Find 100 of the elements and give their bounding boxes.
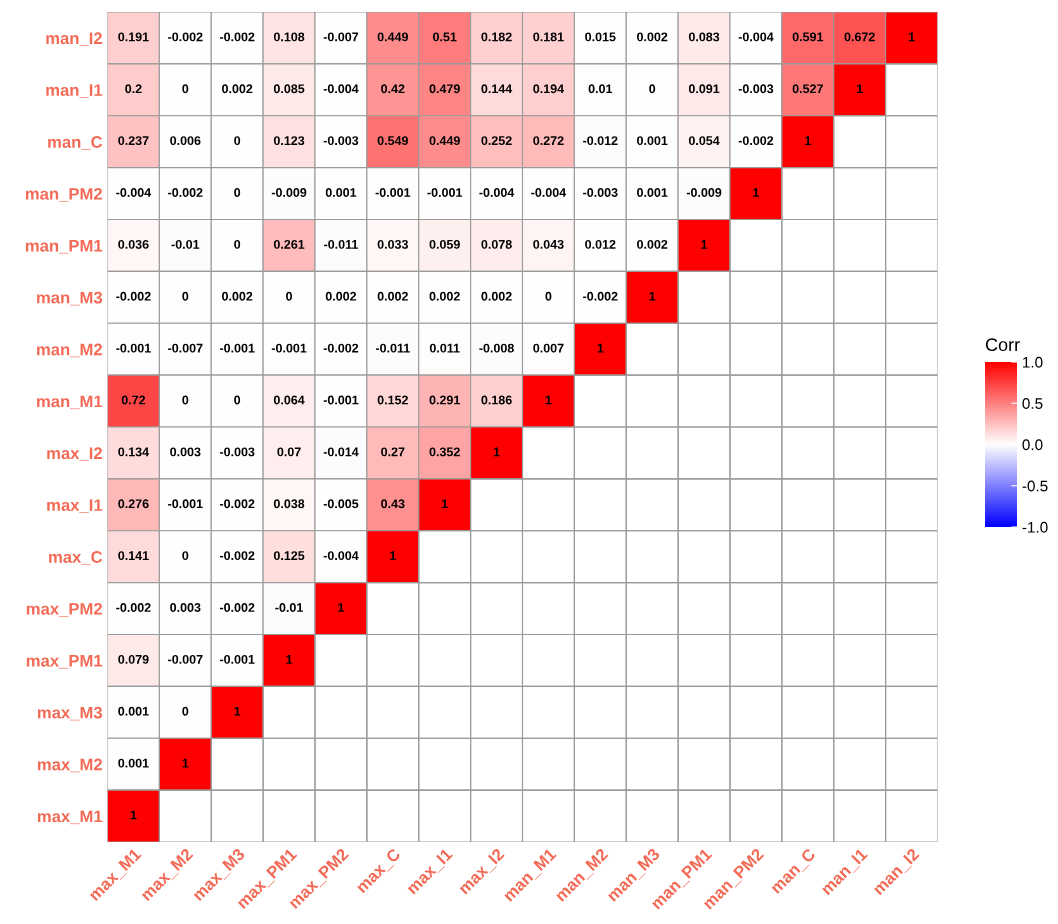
data-label: 0.015 (585, 32, 616, 42)
data-label: 0 (234, 239, 241, 249)
data-label: 0.001 (118, 706, 149, 716)
data-label: 0 (182, 84, 189, 94)
data-label: -0.005 (323, 499, 359, 509)
data-label: -0.003 (583, 188, 618, 197)
data-label: 0.064 (273, 395, 305, 405)
data-label: 0 (234, 395, 241, 405)
data-label: 0.134 (118, 447, 150, 457)
color-bar-label: 0.0 (1022, 439, 1043, 451)
color-bar-label: 0.5 (1022, 398, 1043, 409)
y-tick-label: max_M1 (37, 810, 103, 825)
data-label: -0.002 (219, 551, 255, 561)
data-label: 0.2 (125, 84, 142, 94)
data-label: 0.011 (429, 343, 460, 353)
data-label: 0.003 (170, 603, 201, 612)
y-tick-label: man_PM1 (25, 240, 103, 254)
data-label: -0.008 (479, 343, 514, 353)
data-label: 0.186 (481, 395, 512, 405)
data-label: -0.002 (738, 136, 774, 146)
data-label: 0 (182, 551, 189, 561)
data-label: -0.004 (323, 551, 359, 561)
data-label: -0.002 (583, 291, 618, 301)
data-label: -0.009 (271, 188, 307, 197)
data-label: -0.014 (323, 447, 359, 457)
y-tick-label: max_M2 (37, 758, 102, 773)
data-label: -0.002 (116, 291, 151, 301)
data-label: 1 (597, 343, 604, 353)
data-label: 0.672 (844, 32, 875, 42)
y-tick-label: max_PM2 (26, 602, 102, 617)
data-label: 1 (442, 499, 448, 509)
data-label: -0.001 (375, 188, 411, 197)
data-label: 1 (908, 32, 915, 42)
data-label: -0.002 (219, 32, 255, 42)
color-bar-label: -1.0 (1022, 521, 1048, 533)
data-label: 0.043 (533, 239, 564, 249)
data-label: 0.091 (688, 84, 720, 94)
data-label: -0.002 (219, 603, 255, 612)
data-label: -0.009 (686, 188, 722, 197)
data-label: -0.001 (427, 188, 463, 197)
data-label: 0.033 (377, 239, 408, 249)
data-label: 1 (234, 706, 241, 716)
y-tick-label: max_C (49, 551, 103, 565)
data-label: -0.001 (219, 343, 255, 353)
data-label: 0.001 (637, 188, 668, 197)
data-label: 0.012 (585, 239, 616, 249)
y-tick-label: man_M3 (37, 291, 103, 306)
color-bar-title: Corr (985, 338, 1020, 352)
data-label: 0.002 (377, 291, 408, 301)
data-label: 1 (753, 188, 760, 197)
data-label: -0.004 (116, 188, 152, 197)
data-label: 0.182 (481, 32, 512, 42)
data-label: -0.002 (219, 499, 255, 509)
data-label: 0.42 (381, 84, 405, 94)
data-label: 1 (701, 240, 708, 249)
data-label: 0.01 (588, 84, 613, 94)
data-label: -0.001 (168, 499, 203, 509)
data-label: 0.125 (273, 551, 305, 561)
data-label: 0 (182, 706, 189, 716)
y-tick-label: man_I1 (46, 84, 103, 98)
data-label: 0.083 (688, 32, 720, 42)
data-label: 0.237 (118, 136, 149, 146)
data-label: 1 (649, 291, 656, 301)
data-label: 0.002 (429, 291, 460, 301)
data-label: 0.07 (277, 447, 301, 457)
data-label: 0 (234, 136, 241, 146)
data-label: -0.001 (271, 343, 307, 353)
color-bar-label: 1.0 (1023, 356, 1043, 368)
data-label: 1 (805, 136, 811, 145)
data-label: -0.003 (323, 136, 359, 146)
data-label: -0.002 (116, 603, 151, 612)
data-label: 0.449 (377, 32, 408, 42)
data-label: 0 (182, 291, 189, 301)
data-label: 0.43 (381, 499, 405, 509)
data-label: 1 (286, 655, 293, 664)
data-label: -0.007 (168, 343, 203, 353)
data-label: -0.012 (583, 136, 618, 146)
color-bar-label: -0.5 (1022, 480, 1048, 492)
data-label: 0.007 (533, 343, 564, 353)
data-label: 0.038 (273, 499, 305, 509)
data-label: -0.011 (375, 343, 410, 353)
data-label: 0.352 (429, 447, 460, 457)
data-label: 0.181 (533, 32, 564, 42)
data-label: 0.054 (688, 136, 720, 146)
y-tick-label: man_I2 (46, 32, 102, 47)
data-label: 0.479 (429, 84, 460, 94)
data-label: 0.152 (377, 395, 408, 405)
data-label: 0.191 (118, 32, 149, 42)
y-tick-label: man_PM2 (25, 187, 102, 202)
data-label: 0 (545, 291, 552, 301)
data-label: 0.261 (273, 239, 305, 249)
data-label: 1 (390, 551, 396, 560)
data-label: -0.011 (324, 239, 358, 249)
data-label: -0.003 (219, 447, 255, 457)
data-label: -0.004 (479, 188, 515, 197)
data-label: 0.002 (222, 84, 253, 94)
data-label: 0.27 (381, 447, 405, 457)
data-label: 0.194 (533, 84, 565, 94)
data-label: 0.527 (792, 84, 823, 94)
data-label: 0 (234, 188, 241, 197)
